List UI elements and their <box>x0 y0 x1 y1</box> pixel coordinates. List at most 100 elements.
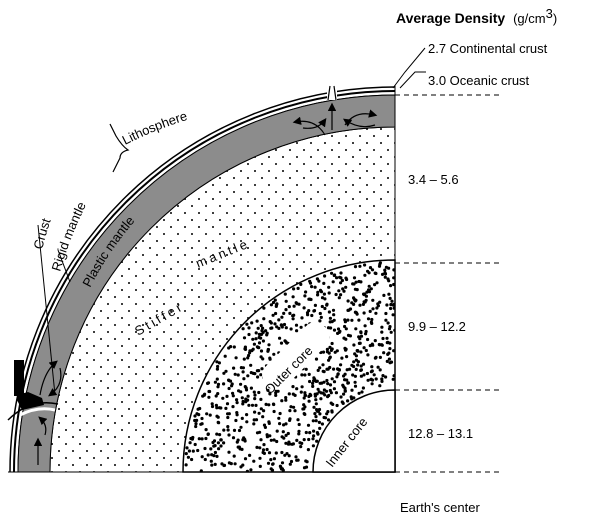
outer-core-dot <box>317 407 322 412</box>
outer-core-dot <box>280 461 285 465</box>
outer-core-dot <box>240 396 244 400</box>
outer-core-dot <box>206 432 210 436</box>
outer-core-dot <box>325 367 329 371</box>
outer-core-dot <box>231 405 235 409</box>
outer-core-dot <box>315 392 319 396</box>
outer-core-dot <box>330 347 334 351</box>
outer-core-dot <box>184 463 188 467</box>
outer-core-dot <box>191 449 195 453</box>
outer-core-dot <box>361 386 365 390</box>
outer-core-dot <box>258 464 262 468</box>
outer-core-dot <box>358 303 362 307</box>
outer-core-dot <box>304 465 309 469</box>
outer-core-dot <box>277 416 281 420</box>
outer-core-dot <box>232 454 236 458</box>
outer-core-dot <box>361 302 365 306</box>
outer-core-dot <box>293 393 297 397</box>
outer-core-dot <box>376 304 380 308</box>
outer-core-dot <box>343 320 347 324</box>
outer-core-dot <box>354 280 358 284</box>
outer-core-dot <box>262 409 266 413</box>
outer-core-dot <box>336 327 341 331</box>
outer-core-dot <box>187 449 191 453</box>
crust-pointer <box>37 224 56 396</box>
outer-core-dot <box>350 363 354 367</box>
outer-core-dot <box>288 409 292 413</box>
outer-core-dot <box>217 447 221 451</box>
outer-core-dot <box>232 428 237 432</box>
outer-core-dot <box>244 400 248 404</box>
outer-core-dot <box>320 422 324 426</box>
outer-core-dot <box>268 357 272 361</box>
outer-core-dot <box>339 281 343 285</box>
rigid-mantle-line <box>13 90 396 473</box>
outer-core-dot <box>383 271 387 275</box>
outer-core-dot <box>215 414 219 418</box>
outer-core-dot <box>365 371 369 376</box>
mantle-density-label: 3.4 – 5.6 <box>408 172 459 187</box>
outer-core-dot <box>357 391 361 395</box>
outer-core-dot <box>369 370 373 374</box>
outer-core-dot <box>383 275 387 279</box>
outer-core-dot <box>241 366 245 370</box>
outer-core-dot <box>369 287 373 291</box>
outer-core-dot <box>269 326 273 330</box>
outer-core-dot <box>311 384 315 388</box>
outer-core-dot <box>370 321 374 325</box>
outer-core-dot <box>320 381 324 385</box>
outer-core-dot <box>190 437 194 441</box>
outer-core-dot <box>364 348 368 353</box>
outer-core-dot <box>184 452 188 456</box>
outer-core-dot <box>322 388 326 392</box>
outer-core-dot <box>213 450 217 455</box>
outer-core-dot <box>304 367 308 371</box>
outer-core-dot <box>362 311 366 315</box>
outer-core-dot <box>203 457 207 462</box>
outer-core-dot <box>267 343 271 347</box>
outer-core-dot <box>299 445 303 449</box>
outer-core-dot <box>332 318 336 322</box>
outer-core-dot <box>311 437 315 441</box>
outer-core-dot <box>314 402 318 406</box>
outer-core-dot <box>373 283 377 287</box>
outer-core-dot <box>318 412 322 416</box>
lithosphere-label: Lithosphere <box>120 108 189 147</box>
outer-core-dot <box>264 402 268 406</box>
outer-core-dot <box>297 429 301 433</box>
outer-core-dot <box>386 352 390 356</box>
outer-core-dot <box>328 365 332 370</box>
outer-core-dot <box>280 325 284 329</box>
outer-core-dot <box>228 379 233 383</box>
outer-core-dot <box>330 271 334 275</box>
outer-core-dot <box>194 422 198 426</box>
outer-core-dot <box>297 432 301 436</box>
outer-core-dot <box>239 390 243 394</box>
outer-core-dot <box>259 397 263 401</box>
outer-core-dot <box>296 458 300 462</box>
outer-core-dot <box>239 382 243 386</box>
outer-core-dot <box>204 436 208 441</box>
outer-core-dot <box>310 285 314 289</box>
outer-core-dot <box>209 459 213 463</box>
outer-core-dot <box>210 463 214 467</box>
outer-core-dot <box>327 310 331 314</box>
outer-core-dot <box>336 372 340 376</box>
outer-core-dot <box>216 385 220 389</box>
outer-core-dot <box>290 442 294 446</box>
outer-core-dot <box>260 367 264 371</box>
outer-core-dot <box>388 361 392 365</box>
outer-core-dot <box>245 322 249 326</box>
outer-core-dot <box>337 368 341 372</box>
outer-core-dot <box>233 462 237 466</box>
outer-core-dot <box>242 336 247 340</box>
outer-core-dot <box>360 390 364 394</box>
outer-core-dot <box>262 306 266 310</box>
outer-core-dot <box>203 446 207 451</box>
outer-core-dot <box>280 450 284 455</box>
outer-core-dot <box>316 387 320 391</box>
outer-core-dot <box>313 285 317 289</box>
outer-core-dot <box>254 331 258 335</box>
outer-core-dot <box>318 311 322 316</box>
outer-core-dot <box>378 384 382 388</box>
outer-core-dot <box>204 428 208 432</box>
